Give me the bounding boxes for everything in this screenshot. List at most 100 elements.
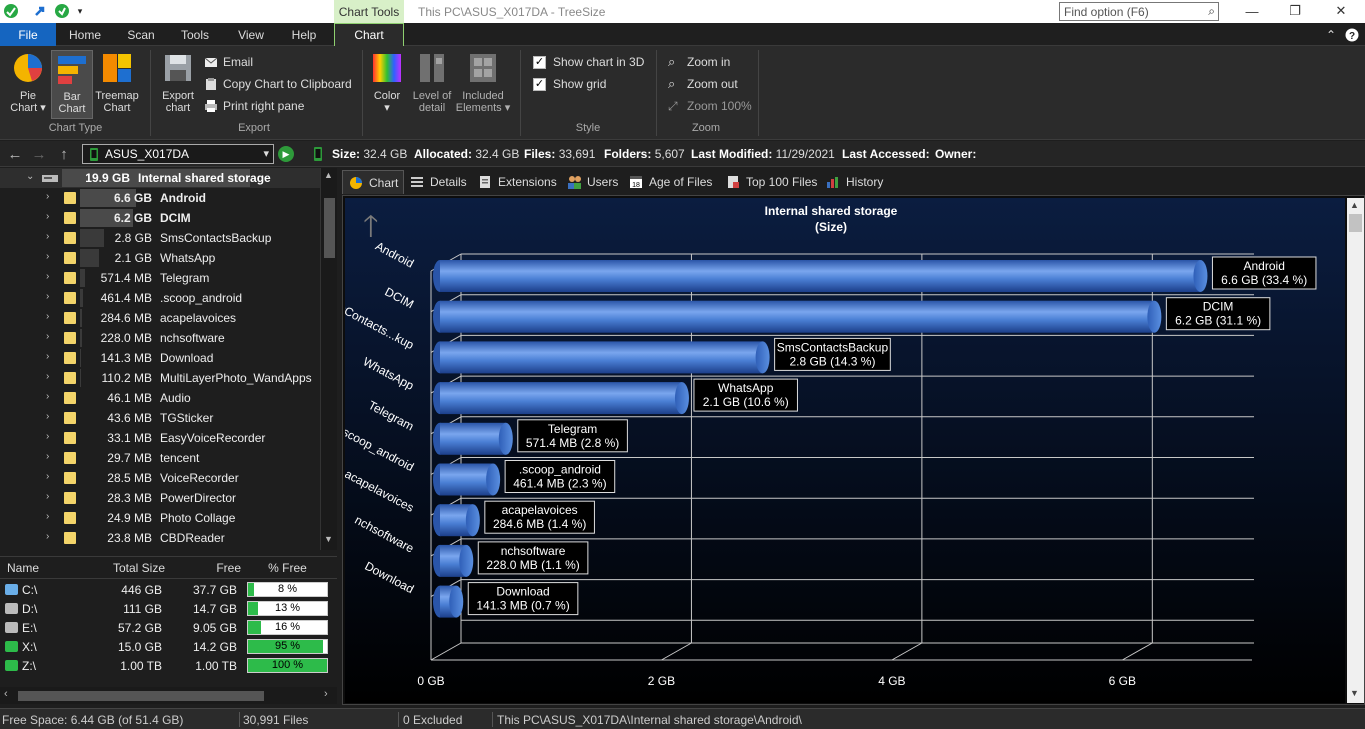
minimize-button[interactable]: — — [1245, 3, 1259, 19]
tree-row[interactable]: › 141.3 MB Download — [0, 348, 320, 368]
tab-top100-view[interactable]: Top 100 Files — [726, 170, 817, 194]
bar-9[interactable] — [433, 585, 464, 618]
chevron-right-icon[interactable]: › — [46, 451, 50, 462]
tab-extensions-view[interactable]: Extensions — [478, 170, 557, 194]
chevron-right-icon[interactable]: › — [46, 351, 50, 362]
bar-5[interactable] — [433, 422, 513, 455]
collapse-ribbon-icon[interactable]: ⌃ — [1325, 27, 1337, 42]
chevron-right-icon[interactable]: › — [46, 211, 50, 222]
zoom-100-button[interactable]: ⤢ Zoom 100% — [668, 97, 752, 115]
tab-help[interactable]: Help — [291, 27, 317, 42]
tree-row[interactable]: › 284.6 MB acapelavoices — [0, 308, 320, 328]
drive-header-pct[interactable]: % Free — [268, 561, 307, 575]
scroll-down-icon[interactable]: ▼ — [1350, 688, 1359, 698]
export-chart-button[interactable]: Export chart — [158, 52, 198, 114]
start-scan-button[interactable]: ▶ — [278, 146, 294, 162]
chevron-right-icon[interactable]: › — [46, 491, 50, 502]
scroll-right-icon[interactable]: › — [324, 688, 328, 700]
tree-row[interactable]: › 6.6 GB Android — [0, 188, 320, 208]
bar-4[interactable] — [433, 382, 689, 415]
tab-history-view[interactable]: History — [826, 170, 883, 194]
tree-row[interactable]: › 43.6 MB TGSticker — [0, 408, 320, 428]
close-button[interactable]: ✕ — [1335, 3, 1347, 18]
forward-arrow-icon[interactable]: → — [31, 145, 47, 163]
tree-row[interactable]: › 23.8 MB CBDReader — [0, 528, 320, 548]
tree-row[interactable]: › 6.2 GB DCIM — [0, 208, 320, 228]
chevron-right-icon[interactable]: › — [46, 191, 50, 202]
drive-row[interactable]: D:\ 111 GB 14.7 GB 13 % — [0, 599, 337, 618]
drive-selector[interactable]: ASUS_X017DA ▾ — [82, 144, 274, 164]
tab-tools[interactable]: Tools — [180, 27, 209, 42]
drive-hscroll-thumb[interactable] — [18, 691, 264, 701]
print-pane-button[interactable]: Print right pane — [204, 97, 304, 115]
drive-header-total[interactable]: Total Size — [112, 561, 165, 575]
bar-8[interactable] — [433, 544, 474, 577]
tree-row[interactable]: › 110.2 MB MultiLayerPhoto_WandApps — [0, 368, 320, 388]
tree-row[interactable]: › 571.4 MB Telegram — [0, 268, 320, 288]
chevron-right-icon[interactable]: › — [46, 251, 50, 262]
tree-row[interactable]: › 24.9 MB Photo Collage — [0, 508, 320, 528]
drive-row[interactable]: Z:\ 1.00 TB 1.00 TB 100 % — [0, 656, 337, 675]
chart-scrollbar[interactable]: ▲ ▼ — [1347, 198, 1364, 703]
drive-row[interactable]: X:\ 15.0 GB 14.2 GB 95 % — [0, 637, 337, 656]
tree-row[interactable]: › 2.8 GB SmsContactsBackup — [0, 228, 320, 248]
tab-chart-view[interactable]: Chart — [342, 170, 404, 194]
chart-scroll-thumb[interactable] — [1349, 214, 1362, 232]
bar-7[interactable] — [433, 504, 480, 537]
tab-chart[interactable]: Chart — [334, 23, 404, 46]
chevron-right-icon[interactable]: › — [46, 311, 50, 322]
tab-view[interactable]: View — [238, 27, 264, 42]
search-icon[interactable]: ⌕ — [1208, 4, 1215, 18]
quick-access-dropdown-icon[interactable]: ▾ — [77, 5, 83, 16]
chevron-right-icon[interactable]: › — [46, 431, 50, 442]
tree-root-row[interactable]: ⌄ 19.9 GB Internal shared storage — [0, 168, 320, 188]
chevron-right-icon[interactable]: › — [46, 271, 50, 282]
chevron-right-icon[interactable]: › — [46, 371, 50, 382]
tree-row[interactable]: › 46.1 MB Audio — [0, 388, 320, 408]
chevron-right-icon[interactable]: › — [46, 291, 50, 302]
level-of-detail-button[interactable]: Level of detail — [410, 52, 454, 114]
bar-1[interactable] — [433, 260, 1208, 292]
scroll-down-icon[interactable]: ▼ — [324, 534, 333, 544]
tree-row[interactable]: › 29.7 MB tencent — [0, 448, 320, 468]
back-arrow-icon[interactable]: ← — [7, 145, 23, 163]
treemap-chart-button[interactable]: Treemap Chart — [94, 52, 140, 114]
tab-file[interactable]: File — [0, 23, 56, 46]
tab-users-view[interactable]: Users — [567, 170, 618, 194]
tab-scan[interactable]: Scan — [127, 27, 155, 42]
show-grid-checkbox[interactable]: ✓ Show grid — [533, 75, 606, 93]
tree-scroll-thumb[interactable] — [324, 198, 335, 258]
tree-row[interactable]: › 28.5 MB VoiceRecorder — [0, 468, 320, 488]
bar-chart-button[interactable]: Bar Chart — [51, 50, 93, 119]
chevron-down-icon[interactable]: ⌄ — [26, 171, 35, 182]
chevron-right-icon[interactable]: › — [46, 391, 50, 402]
bar-3[interactable] — [433, 341, 770, 374]
help-icon[interactable]: ? — [1342, 23, 1362, 46]
tree-row[interactable]: › 461.4 MB .scoop_android — [0, 288, 320, 308]
tree-scrollbar[interactable]: ▲ ▼ — [320, 168, 337, 550]
tree-row[interactable]: › 28.3 MB PowerDirector — [0, 488, 320, 508]
scroll-up-icon[interactable]: ▲ — [1350, 200, 1359, 210]
scroll-up-icon[interactable]: ▲ — [324, 170, 333, 180]
drive-row[interactable]: E:\ 57.2 GB 9.05 GB 16 % — [0, 618, 337, 637]
copy-chart-button[interactable]: Copy Chart to Clipboard — [204, 75, 352, 93]
zoom-in-button[interactable]: ⌕ Zoom in — [668, 53, 730, 71]
drive-header-free[interactable]: Free — [216, 561, 241, 575]
show-3d-checkbox[interactable]: ✓ Show chart in 3D — [533, 53, 644, 71]
bar-6[interactable] — [433, 463, 501, 496]
bar-2[interactable] — [433, 300, 1162, 333]
chevron-right-icon[interactable]: › — [46, 531, 50, 542]
up-arrow-icon[interactable]: ↑ — [60, 145, 68, 163]
drive-row[interactable]: C:\ 446 GB 37.7 GB 8 % — [0, 580, 337, 599]
scroll-left-icon[interactable]: ‹ — [4, 688, 8, 700]
find-option-input[interactable]: Find option (F6) ⌕ — [1059, 2, 1219, 21]
chevron-right-icon[interactable]: › — [46, 231, 50, 242]
tab-details-view[interactable]: Details — [410, 170, 467, 194]
included-elements-button[interactable]: Included Elements ▾ — [455, 52, 511, 114]
zoom-out-button[interactable]: ⌕ Zoom out — [668, 75, 738, 93]
up-level-arrow-icon[interactable]: 🡑 — [363, 209, 379, 244]
color-button[interactable]: Color ▾ — [368, 52, 406, 114]
tree-row[interactable]: › 33.1 MB EasyVoiceRecorder — [0, 428, 320, 448]
chevron-right-icon[interactable]: › — [46, 471, 50, 482]
drive-hscrollbar[interactable]: ‹ › — [0, 687, 337, 704]
